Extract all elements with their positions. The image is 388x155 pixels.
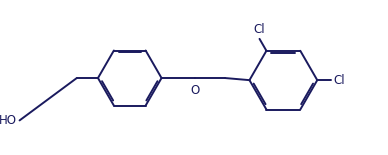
Text: HO: HO [0,114,16,127]
Text: O: O [191,84,200,97]
Text: Cl: Cl [333,74,345,87]
Text: Cl: Cl [254,23,265,36]
